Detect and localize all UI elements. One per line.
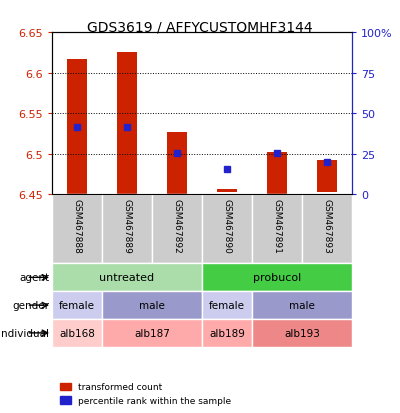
- Text: GSM467888: GSM467888: [72, 198, 82, 253]
- Text: alb189: alb189: [209, 328, 245, 338]
- Text: individual: individual: [0, 328, 49, 338]
- Bar: [117, 53, 137, 195]
- FancyBboxPatch shape: [52, 292, 102, 319]
- Text: female: female: [209, 300, 245, 310]
- FancyBboxPatch shape: [252, 195, 302, 264]
- Text: female: female: [59, 300, 95, 310]
- FancyBboxPatch shape: [102, 319, 202, 347]
- Text: GSM467890: GSM467890: [222, 198, 232, 253]
- FancyBboxPatch shape: [152, 195, 202, 264]
- Bar: [317, 161, 337, 193]
- Text: agent: agent: [19, 273, 49, 282]
- FancyBboxPatch shape: [252, 292, 352, 319]
- Text: alb193: alb193: [284, 328, 320, 338]
- Text: GSM467891: GSM467891: [272, 198, 282, 253]
- Text: probucol: probucol: [253, 273, 301, 282]
- FancyBboxPatch shape: [102, 292, 202, 319]
- FancyBboxPatch shape: [252, 319, 352, 347]
- FancyBboxPatch shape: [102, 195, 152, 264]
- FancyBboxPatch shape: [202, 195, 252, 264]
- Legend: transformed count, percentile rank within the sample: transformed count, percentile rank withi…: [56, 379, 235, 408]
- Bar: [217, 190, 237, 193]
- FancyBboxPatch shape: [52, 319, 102, 347]
- FancyBboxPatch shape: [202, 319, 252, 347]
- FancyBboxPatch shape: [52, 195, 102, 264]
- Text: male: male: [289, 300, 315, 310]
- Text: GDS3619 / AFFYCUSTOMHF3144: GDS3619 / AFFYCUSTOMHF3144: [87, 21, 313, 35]
- Text: GSM467893: GSM467893: [322, 198, 332, 253]
- Text: GSM467889: GSM467889: [122, 198, 132, 253]
- Text: male: male: [139, 300, 165, 310]
- Bar: [267, 152, 287, 195]
- Text: untreated: untreated: [100, 273, 154, 282]
- Text: alb168: alb168: [59, 328, 95, 338]
- FancyBboxPatch shape: [202, 292, 252, 319]
- Bar: [167, 133, 187, 195]
- FancyBboxPatch shape: [52, 264, 202, 292]
- Text: alb187: alb187: [134, 328, 170, 338]
- Bar: [67, 60, 87, 195]
- Text: gender: gender: [12, 300, 49, 310]
- FancyBboxPatch shape: [202, 264, 352, 292]
- Text: GSM467892: GSM467892: [172, 198, 182, 253]
- FancyBboxPatch shape: [302, 195, 352, 264]
